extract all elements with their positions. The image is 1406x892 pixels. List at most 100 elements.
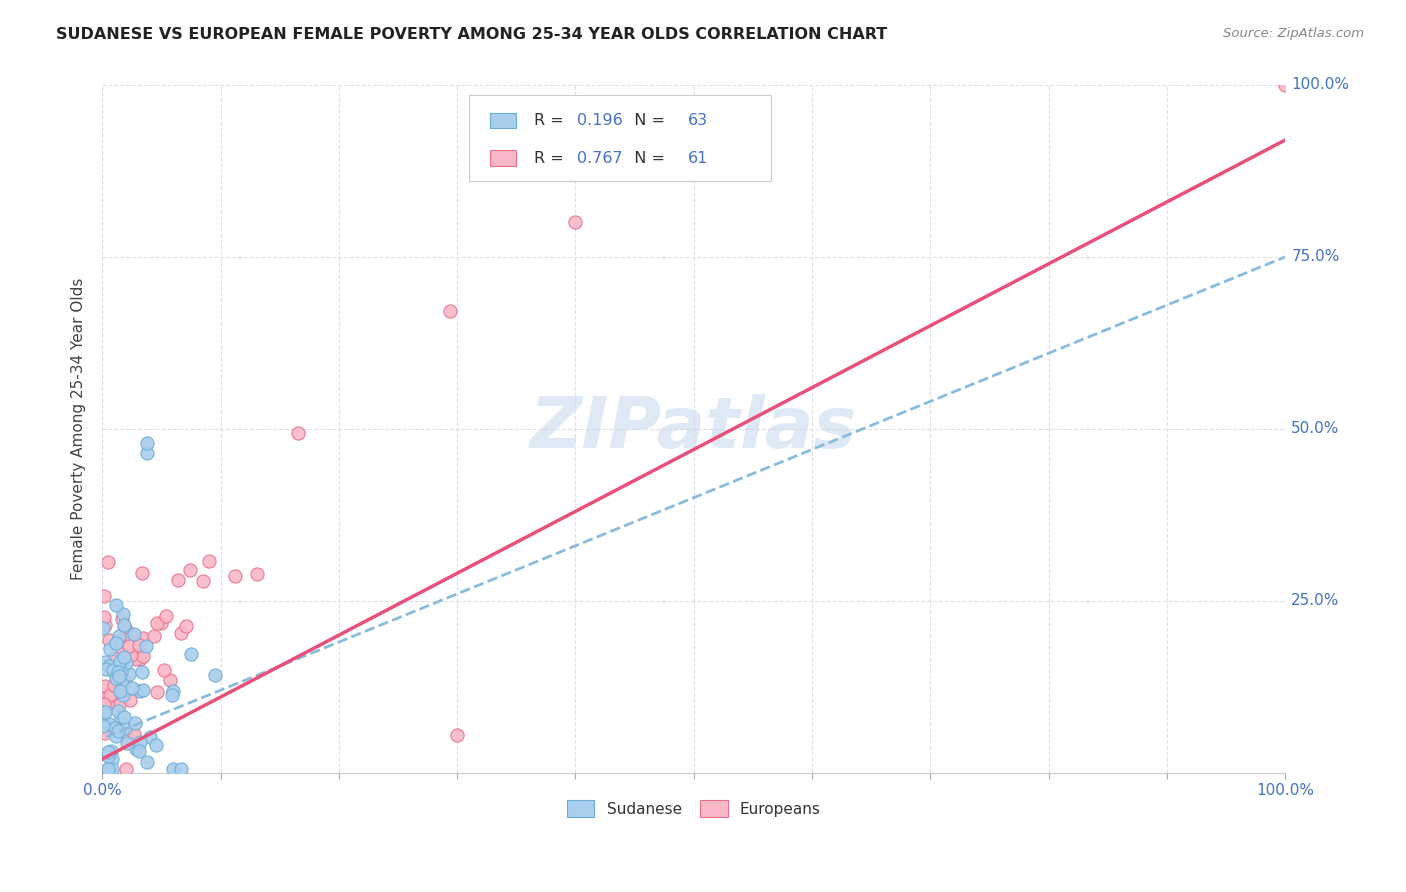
Point bbox=[114, 674, 136, 689]
Point bbox=[104, 598, 127, 612]
Point bbox=[93, 621, 115, 635]
Point bbox=[117, 639, 139, 653]
Point bbox=[93, 717, 115, 731]
Point bbox=[94, 705, 117, 719]
Point bbox=[118, 666, 141, 681]
Point bbox=[107, 665, 129, 679]
Point bbox=[108, 657, 131, 672]
Point bbox=[94, 679, 117, 693]
Point bbox=[101, 694, 124, 708]
Point bbox=[124, 652, 146, 666]
Text: R =: R = bbox=[534, 151, 569, 166]
Point bbox=[103, 678, 125, 692]
Point bbox=[152, 663, 174, 677]
Point bbox=[108, 684, 131, 698]
Point bbox=[170, 625, 193, 640]
Point bbox=[132, 648, 155, 663]
Point bbox=[117, 736, 139, 750]
Text: ZIPatlas: ZIPatlas bbox=[530, 394, 858, 463]
Point bbox=[108, 629, 131, 643]
Point bbox=[180, 647, 202, 661]
Point bbox=[98, 688, 121, 702]
Point bbox=[107, 724, 129, 739]
Point bbox=[198, 553, 221, 567]
Point bbox=[134, 640, 156, 654]
Point bbox=[128, 735, 150, 749]
FancyBboxPatch shape bbox=[491, 113, 516, 128]
Point bbox=[145, 739, 167, 753]
Point bbox=[98, 684, 121, 698]
Point bbox=[97, 762, 120, 776]
Point bbox=[122, 627, 145, 641]
Point bbox=[122, 727, 145, 741]
Text: R =: R = bbox=[534, 113, 569, 128]
FancyBboxPatch shape bbox=[470, 95, 770, 181]
Point bbox=[162, 688, 184, 702]
Point bbox=[115, 762, 138, 776]
Point bbox=[97, 762, 120, 776]
Point bbox=[93, 697, 115, 711]
Point bbox=[110, 665, 132, 680]
Point bbox=[110, 654, 132, 668]
Point bbox=[112, 617, 135, 632]
Point bbox=[107, 676, 129, 690]
Point bbox=[128, 744, 150, 758]
Point bbox=[111, 607, 134, 621]
Point bbox=[143, 629, 166, 643]
Point bbox=[287, 425, 309, 440]
Point bbox=[115, 730, 138, 744]
Text: 50.0%: 50.0% bbox=[1291, 421, 1340, 436]
Text: 0.767: 0.767 bbox=[576, 151, 623, 166]
Y-axis label: Female Poverty Among 25-34 Year Olds: Female Poverty Among 25-34 Year Olds bbox=[72, 277, 86, 580]
Point bbox=[446, 728, 468, 742]
Point bbox=[96, 697, 118, 711]
Point bbox=[145, 685, 167, 699]
Point bbox=[93, 655, 115, 669]
Point bbox=[1274, 78, 1296, 92]
Text: 0.196: 0.196 bbox=[576, 113, 623, 128]
Point bbox=[129, 652, 152, 666]
Text: N =: N = bbox=[624, 151, 671, 166]
Point bbox=[120, 648, 142, 663]
Point bbox=[112, 620, 135, 634]
Point bbox=[97, 749, 120, 764]
Point bbox=[170, 762, 193, 776]
Point bbox=[110, 710, 132, 724]
Point bbox=[139, 730, 162, 744]
Point bbox=[146, 615, 169, 630]
Point bbox=[107, 669, 129, 683]
Point bbox=[104, 721, 127, 735]
Point bbox=[101, 752, 124, 766]
Text: 63: 63 bbox=[688, 113, 709, 128]
Point bbox=[111, 612, 134, 626]
Point bbox=[111, 676, 134, 690]
Point bbox=[101, 721, 124, 735]
Point bbox=[155, 608, 177, 623]
Point bbox=[97, 745, 120, 759]
Point bbox=[204, 668, 226, 682]
Point bbox=[125, 648, 148, 663]
Point bbox=[104, 666, 127, 681]
Point bbox=[94, 618, 117, 632]
Text: 61: 61 bbox=[688, 151, 709, 166]
Point bbox=[111, 688, 134, 702]
Point bbox=[94, 726, 117, 740]
Point bbox=[93, 705, 115, 719]
Point bbox=[103, 651, 125, 665]
Point bbox=[118, 627, 141, 641]
Text: 100.0%: 100.0% bbox=[1291, 78, 1350, 93]
Point bbox=[191, 574, 214, 588]
Point bbox=[224, 569, 246, 583]
Point bbox=[112, 649, 135, 664]
Point bbox=[96, 663, 118, 677]
Point bbox=[128, 638, 150, 652]
Point bbox=[132, 683, 155, 698]
Point bbox=[131, 665, 153, 680]
Point bbox=[114, 656, 136, 670]
Point bbox=[174, 619, 197, 633]
Point bbox=[107, 673, 129, 688]
Point bbox=[136, 435, 159, 450]
Point bbox=[136, 755, 159, 769]
Point bbox=[103, 663, 125, 677]
Point bbox=[132, 631, 155, 645]
